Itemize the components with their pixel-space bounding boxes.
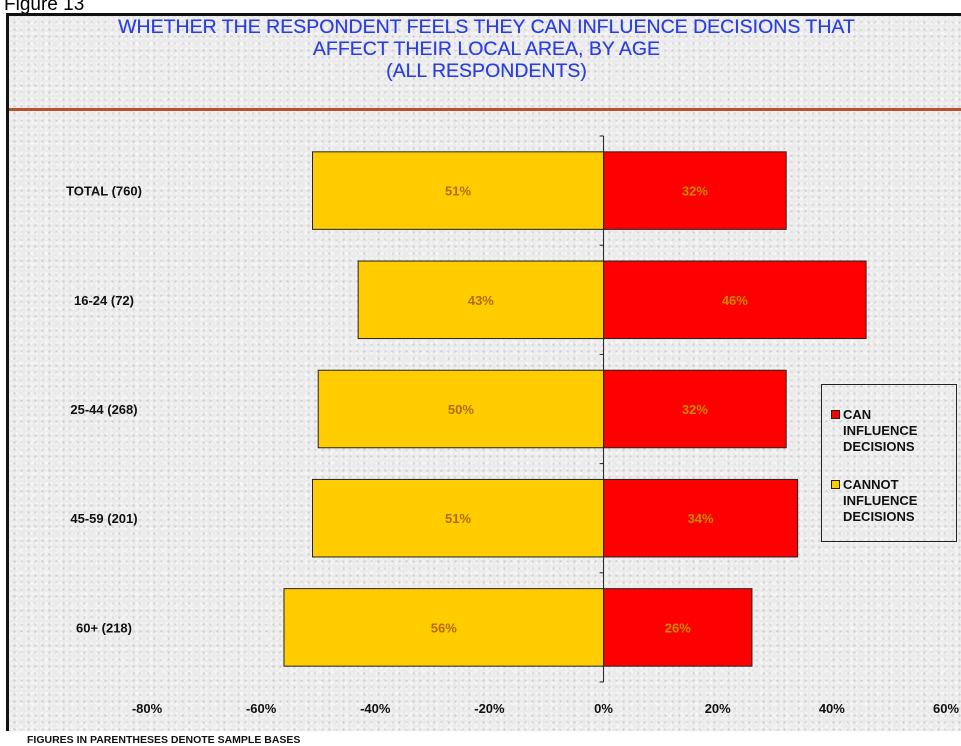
data-label-cannot-3: 51% (445, 511, 471, 526)
x-tick-label-3: -20% (474, 701, 505, 716)
legend-swatch-cannot (831, 480, 840, 489)
x-tick-label-2: -40% (360, 701, 391, 716)
chart-frame: WHETHER THE RESPONDENT FEELS THEY CAN IN… (6, 13, 961, 746)
data-label-can-4: 26% (665, 620, 691, 635)
legend-label-can-1: CAN (843, 407, 872, 422)
legend-label-cannot-1: CANNOT (843, 477, 899, 492)
chart-title: WHETHER THE RESPONDENT FEELS THEY CAN IN… (9, 16, 961, 82)
data-label-can-3: 34% (688, 511, 714, 526)
legend-swatch-can (831, 410, 840, 419)
category-label-2: 25-44 (268) (70, 402, 137, 417)
legend-item-can: CAN INFLUENCE DECISIONS (831, 407, 956, 455)
bar-chart: 51% 32% TOTAL (760) 43% 46% 16-24 (72) 50% 32% 2… (66, 135, 959, 716)
x-tick-label-1: -60% (246, 701, 277, 716)
category-label-0: TOTAL (760) (66, 184, 142, 199)
legend-label-can-3: DECISIONS (843, 439, 915, 454)
legend-label-cannot-2: INFLUENCE (843, 493, 918, 508)
data-label-can-1: 46% (722, 293, 748, 308)
category-label-1: 16-24 (72) (74, 293, 134, 308)
data-label-cannot-2: 50% (448, 402, 474, 417)
x-tick-label-0: -80% (132, 701, 163, 716)
data-label-can-0: 32% (682, 184, 708, 199)
bar-cannot-0 (312, 151, 605, 230)
figure-label: Figure 13 (4, 0, 85, 15)
bar-can-4 (603, 588, 753, 667)
x-tick-label-7: 60% (933, 701, 959, 716)
x-tick-label-5: 20% (705, 701, 731, 716)
bar-can-1 (603, 260, 867, 340)
chart-title-line-1: WHETHER THE RESPONDENT FEELS THEY CAN IN… (118, 16, 855, 38)
x-tick-label-6: 40% (819, 701, 845, 716)
footnote: FIGURES IN PARENTHESES DENOTE SAMPLE BAS… (27, 734, 301, 746)
data-label-cannot-4: 56% (431, 620, 457, 635)
chart-title-line-3: (ALL RESPONDENTS) (386, 60, 587, 82)
bar-can-0 (603, 151, 787, 230)
x-tick-label-4: 0% (594, 701, 613, 716)
bar-can-2 (603, 369, 787, 449)
bar-cannot-1 (357, 260, 605, 340)
data-label-cannot-1: 43% (468, 293, 494, 308)
legend-label-cannot-3: DECISIONS (843, 509, 915, 524)
bar-cannot-2 (317, 369, 605, 449)
category-label-3: 45-59 (201) (70, 511, 137, 526)
bar-cannot-3 (312, 478, 605, 558)
legend-label-can-2: INFLUENCE (843, 423, 918, 438)
bar-cannot-4 (283, 588, 605, 667)
chart-title-line-2: AFFECT THEIR LOCAL AREA, BY AGE (312, 38, 661, 60)
data-label-cannot-0: 51% (445, 184, 471, 199)
legend-item-cannot: CANNOT INFLUENCE DECISIONS (831, 477, 956, 525)
category-label-4: 60+ (218) (76, 620, 132, 635)
data-label-can-2: 32% (682, 402, 708, 417)
legend: CAN INFLUENCE DECISIONS CANNOT INFLUENCE… (821, 384, 957, 542)
bar-can-3 (603, 478, 799, 558)
title-divider (9, 108, 961, 111)
